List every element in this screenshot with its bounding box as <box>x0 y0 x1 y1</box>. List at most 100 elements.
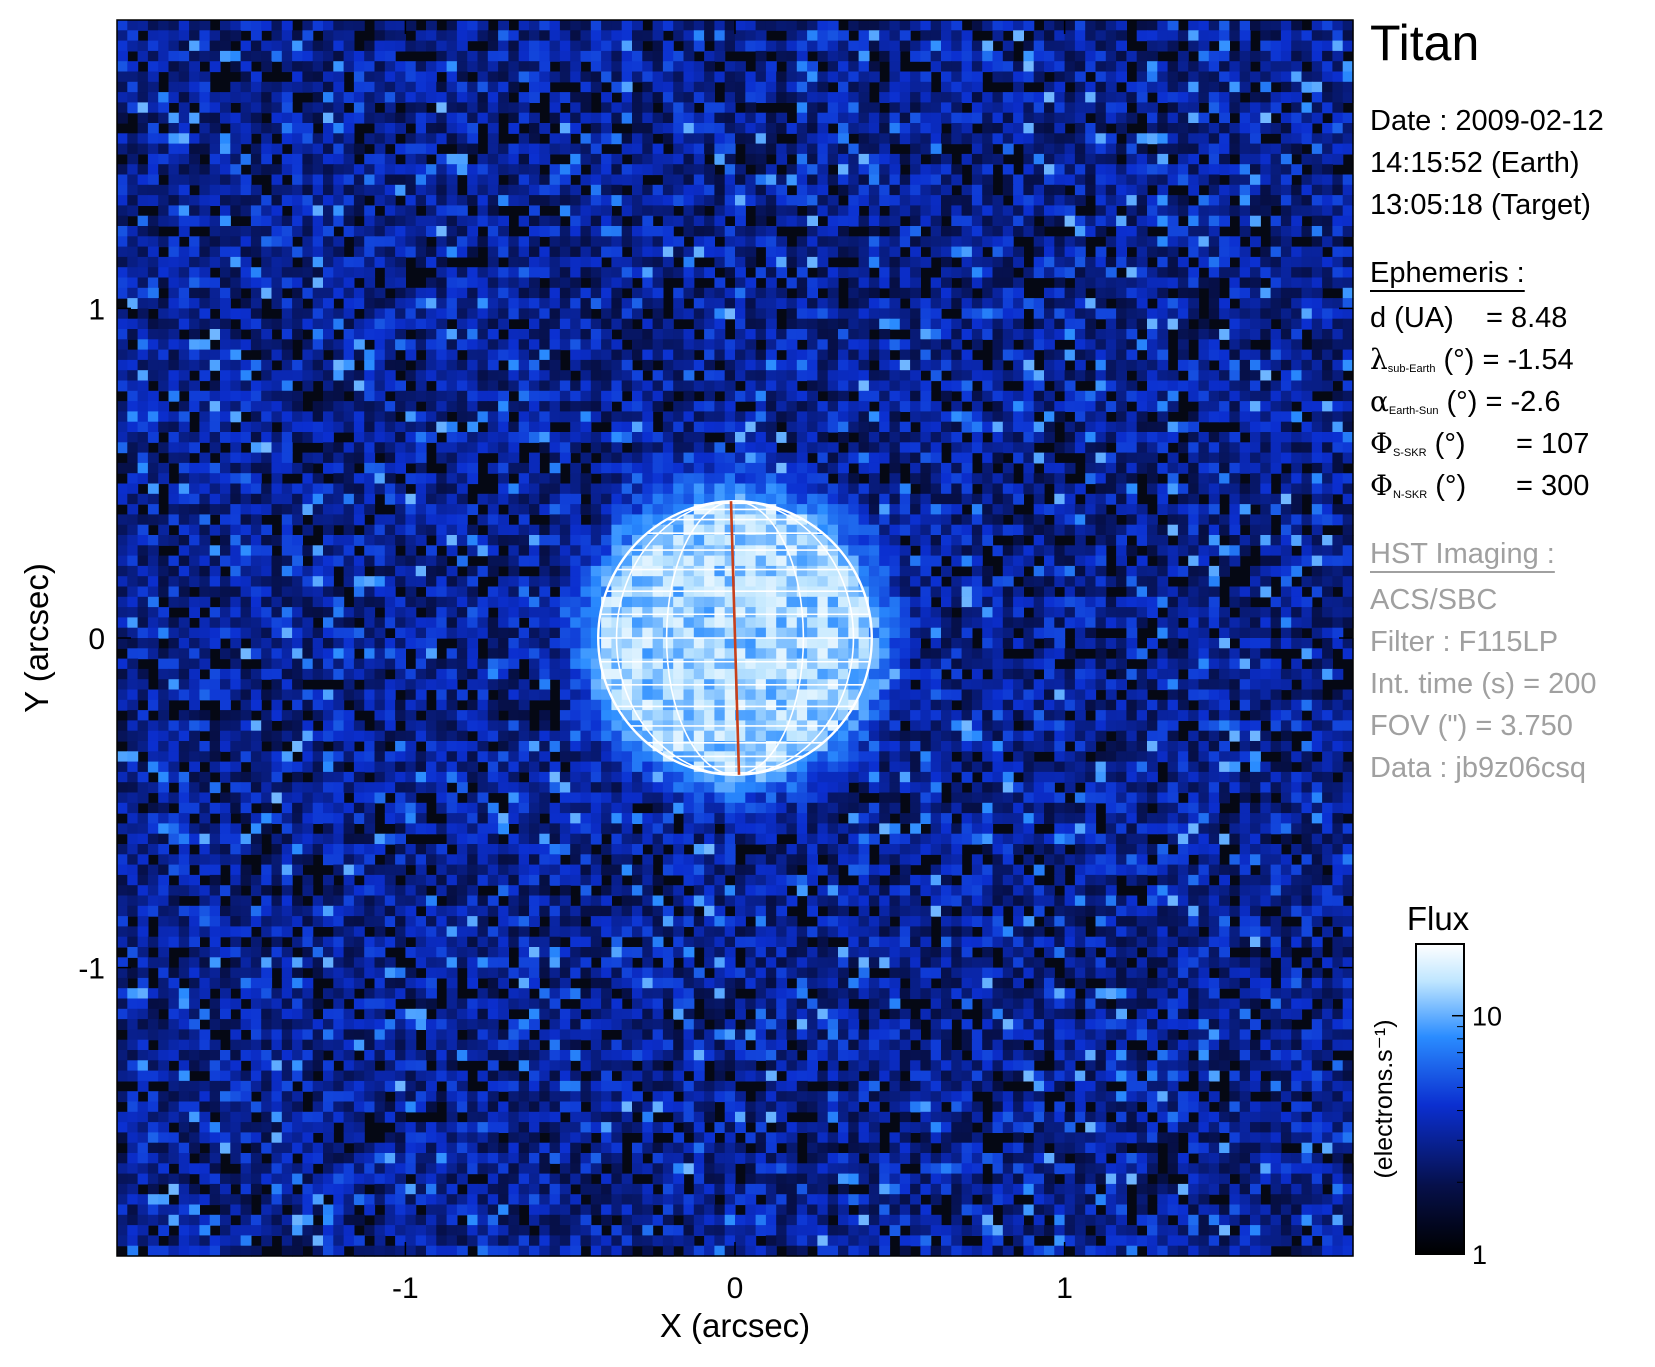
heatmap-cell <box>1126 493 1138 505</box>
heatmap-cell <box>714 411 726 423</box>
heatmap-cell <box>1198 452 1210 464</box>
heatmap-cell <box>817 226 829 237</box>
heatmap-cell <box>549 195 561 206</box>
heatmap-cell <box>147 20 159 31</box>
heatmap-cell <box>930 40 942 52</box>
heatmap-cell <box>858 174 870 186</box>
heatmap-cell <box>827 329 839 340</box>
heatmap-cell <box>1177 349 1189 361</box>
heatmap-cell <box>1311 421 1323 433</box>
heatmap-cell <box>147 483 159 495</box>
heatmap-cell <box>281 226 293 237</box>
heatmap-cell <box>147 287 159 299</box>
heatmap-cell <box>1116 40 1127 52</box>
heatmap-cell <box>456 123 468 134</box>
heatmap-cell <box>755 133 767 145</box>
heatmap-cell <box>807 215 818 227</box>
heatmap-cell <box>642 226 654 237</box>
heatmap-cell <box>281 102 293 114</box>
heatmap-cell <box>209 236 221 248</box>
heatmap-cell <box>930 277 942 289</box>
heatmap-cell <box>240 339 252 351</box>
heatmap-cell <box>168 318 180 330</box>
heatmap-cell <box>261 432 273 443</box>
heatmap-cell <box>261 153 273 165</box>
heatmap-cell <box>1208 20 1220 31</box>
heatmap-cell <box>147 246 159 258</box>
heatmap-cell <box>456 71 468 83</box>
heatmap-cell <box>601 277 612 289</box>
heatmap-cell <box>1136 30 1148 42</box>
heatmap-cell <box>333 71 345 83</box>
heatmap-cell <box>477 308 489 320</box>
heatmap-cell <box>559 92 571 103</box>
heatmap-cell <box>436 390 448 402</box>
heatmap-cell <box>467 432 479 443</box>
heatmap-cell <box>992 112 1004 124</box>
heatmap-cell <box>137 164 149 176</box>
heatmap-cell <box>312 359 324 371</box>
heatmap-cell <box>467 133 479 145</box>
heatmap-cell <box>168 442 180 454</box>
heatmap-cell <box>436 267 448 279</box>
heatmap-cell <box>281 452 293 464</box>
heatmap-cell <box>642 390 654 402</box>
heatmap-cell <box>518 339 530 351</box>
heatmap-cell <box>611 421 623 433</box>
heatmap-cell <box>1147 329 1158 340</box>
heatmap-cell <box>683 102 695 114</box>
heatmap-cell <box>971 359 983 371</box>
heatmap-cell <box>436 339 448 351</box>
heatmap-cell <box>518 421 530 433</box>
heatmap-cell <box>333 92 345 103</box>
heatmap-cell <box>601 61 612 73</box>
heatmap-cell <box>147 153 159 165</box>
heatmap-cell <box>1095 432 1107 443</box>
heatmap-cell <box>838 452 849 464</box>
heatmap-cell <box>323 184 334 196</box>
heatmap-cell <box>590 164 602 176</box>
heatmap-cell <box>261 81 273 93</box>
heatmap-cell <box>271 184 283 196</box>
heatmap-cell <box>261 411 273 423</box>
heatmap-cell <box>230 349 242 361</box>
heatmap-cell <box>240 133 252 145</box>
heatmap-cell <box>673 112 685 124</box>
heatmap-cell <box>1198 123 1210 134</box>
heatmap-cell <box>971 143 983 155</box>
heatmap-cell <box>704 349 715 361</box>
heatmap-cell <box>467 339 479 351</box>
heatmap-cell <box>1301 153 1313 165</box>
heatmap-cell <box>807 153 818 165</box>
heatmap-cell <box>1157 92 1169 103</box>
heatmap-cell <box>704 308 715 320</box>
heatmap-cell <box>982 267 994 279</box>
heatmap-cell <box>621 432 633 443</box>
heatmap-cell <box>498 277 509 289</box>
heatmap-cell <box>1280 504 1292 515</box>
heatmap-cell <box>1177 421 1189 433</box>
heatmap-cell <box>364 226 376 237</box>
heatmap-cell <box>477 298 489 309</box>
heatmap-cell <box>735 61 746 73</box>
heatmap-cell <box>992 370 1004 382</box>
heatmap-cell <box>415 339 427 351</box>
heatmap-cell <box>652 71 664 83</box>
heatmap-cell <box>1013 452 1024 464</box>
heatmap-cell <box>467 20 479 31</box>
heatmap-cell <box>724 339 736 351</box>
heatmap-cell <box>549 514 561 526</box>
heatmap-cell <box>632 473 643 485</box>
heatmap-cell <box>1208 287 1220 299</box>
heatmap-cell <box>1291 339 1303 351</box>
heatmap-cell <box>1147 50 1158 62</box>
heatmap-cell <box>693 380 705 392</box>
heatmap-cell <box>1033 133 1045 145</box>
heatmap-cell <box>1198 20 1210 31</box>
heatmap-cell <box>889 256 901 268</box>
heatmap-cell <box>117 143 128 155</box>
heatmap-cell <box>1054 442 1066 454</box>
heatmap-cell <box>147 473 159 485</box>
heatmap-cell <box>1219 236 1230 248</box>
heatmap-cell <box>735 236 746 248</box>
